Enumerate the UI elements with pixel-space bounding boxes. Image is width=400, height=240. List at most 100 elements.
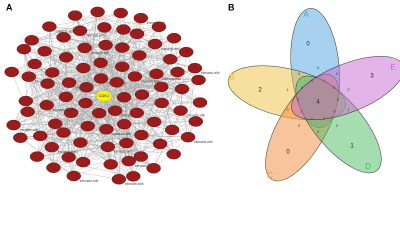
node (66, 170, 81, 182)
overlap-count: 0 (337, 98, 339, 102)
edge (44, 51, 47, 106)
edge (73, 143, 161, 177)
edge-label: interacts with (91, 51, 110, 55)
node (63, 107, 79, 119)
edge-label: interacts with (125, 182, 144, 185)
node (39, 99, 54, 111)
node (154, 81, 169, 93)
overlap-count: 0 (336, 72, 338, 76)
edge (47, 33, 138, 84)
edge (40, 135, 129, 162)
node (146, 116, 162, 128)
set-label: D (365, 162, 371, 171)
overlap-count: 1 (287, 88, 289, 92)
node (73, 137, 88, 148)
edge (103, 95, 181, 111)
set-label: A (303, 10, 309, 19)
edge (40, 135, 84, 163)
panel-label: B (228, 2, 235, 12)
node (67, 10, 83, 21)
hub-label: CDK1 (99, 93, 110, 98)
set-label: C (267, 171, 273, 180)
edge (75, 15, 159, 27)
node (45, 67, 60, 78)
node (58, 91, 74, 103)
edge (75, 15, 171, 60)
node (99, 124, 114, 135)
overlap-count: 0 (317, 66, 319, 70)
edge (87, 126, 111, 165)
edge (53, 167, 119, 180)
edge (68, 18, 142, 158)
edge (66, 57, 157, 75)
edge (84, 47, 142, 157)
node (173, 105, 188, 116)
node (108, 105, 123, 116)
node (121, 155, 136, 167)
region-count: 1 (350, 144, 354, 150)
edge-label: interacts with (86, 34, 105, 38)
set (291, 56, 400, 120)
set-ellipse (291, 56, 400, 120)
edge-label: interacts with (75, 86, 94, 90)
region-count: 0 (286, 150, 290, 156)
edge (11, 71, 67, 97)
overlap-count: 2 (311, 117, 313, 121)
edge-label: interacts with (194, 140, 213, 144)
node (93, 57, 108, 69)
edge (74, 15, 142, 157)
node (119, 137, 134, 149)
edge (180, 52, 187, 111)
edge-label: interacts with (187, 113, 206, 117)
edge (159, 102, 201, 145)
edge (133, 121, 155, 177)
node (149, 68, 164, 80)
edge (53, 129, 107, 168)
node (21, 71, 36, 82)
edge-label: interacts with (161, 47, 180, 51)
node (16, 43, 32, 55)
node (4, 66, 19, 78)
node (116, 92, 132, 103)
overlap-count: 0 (333, 86, 335, 90)
node (133, 151, 149, 162)
node (42, 21, 57, 32)
node (133, 12, 149, 24)
node (93, 73, 109, 84)
node (58, 52, 74, 63)
edge-label: interacts with (80, 179, 99, 183)
edge (136, 71, 178, 114)
edge (140, 71, 178, 157)
edge (63, 37, 120, 180)
node (27, 58, 42, 70)
node (56, 32, 71, 43)
overlap-count: 0 (333, 110, 335, 114)
node (170, 66, 185, 78)
node (100, 141, 115, 153)
edge (83, 73, 157, 163)
node (115, 42, 130, 53)
edge-label: interacts with (141, 79, 160, 83)
node (192, 97, 208, 108)
node (146, 163, 161, 174)
region-count: 3 (370, 74, 374, 80)
node (115, 61, 130, 72)
edge (11, 71, 154, 169)
edge-label: interacts with (53, 108, 72, 112)
edge (25, 38, 175, 102)
node (20, 106, 35, 117)
overlap-count: 0 (336, 124, 338, 128)
node (151, 21, 167, 32)
node (163, 54, 178, 65)
overlap-count: 0 (298, 124, 300, 128)
overlap-count: 1 (301, 110, 303, 114)
node (77, 42, 92, 54)
overlap-count: 1 (323, 117, 325, 121)
node (103, 159, 118, 170)
overlap-count: 1 (323, 79, 325, 83)
node (97, 22, 112, 33)
network-panel: interacts with interacts with interacts wi… (4, 6, 220, 185)
panel-label: A (6, 2, 13, 12)
overlap-count: 0 (317, 130, 319, 134)
node (80, 120, 95, 132)
